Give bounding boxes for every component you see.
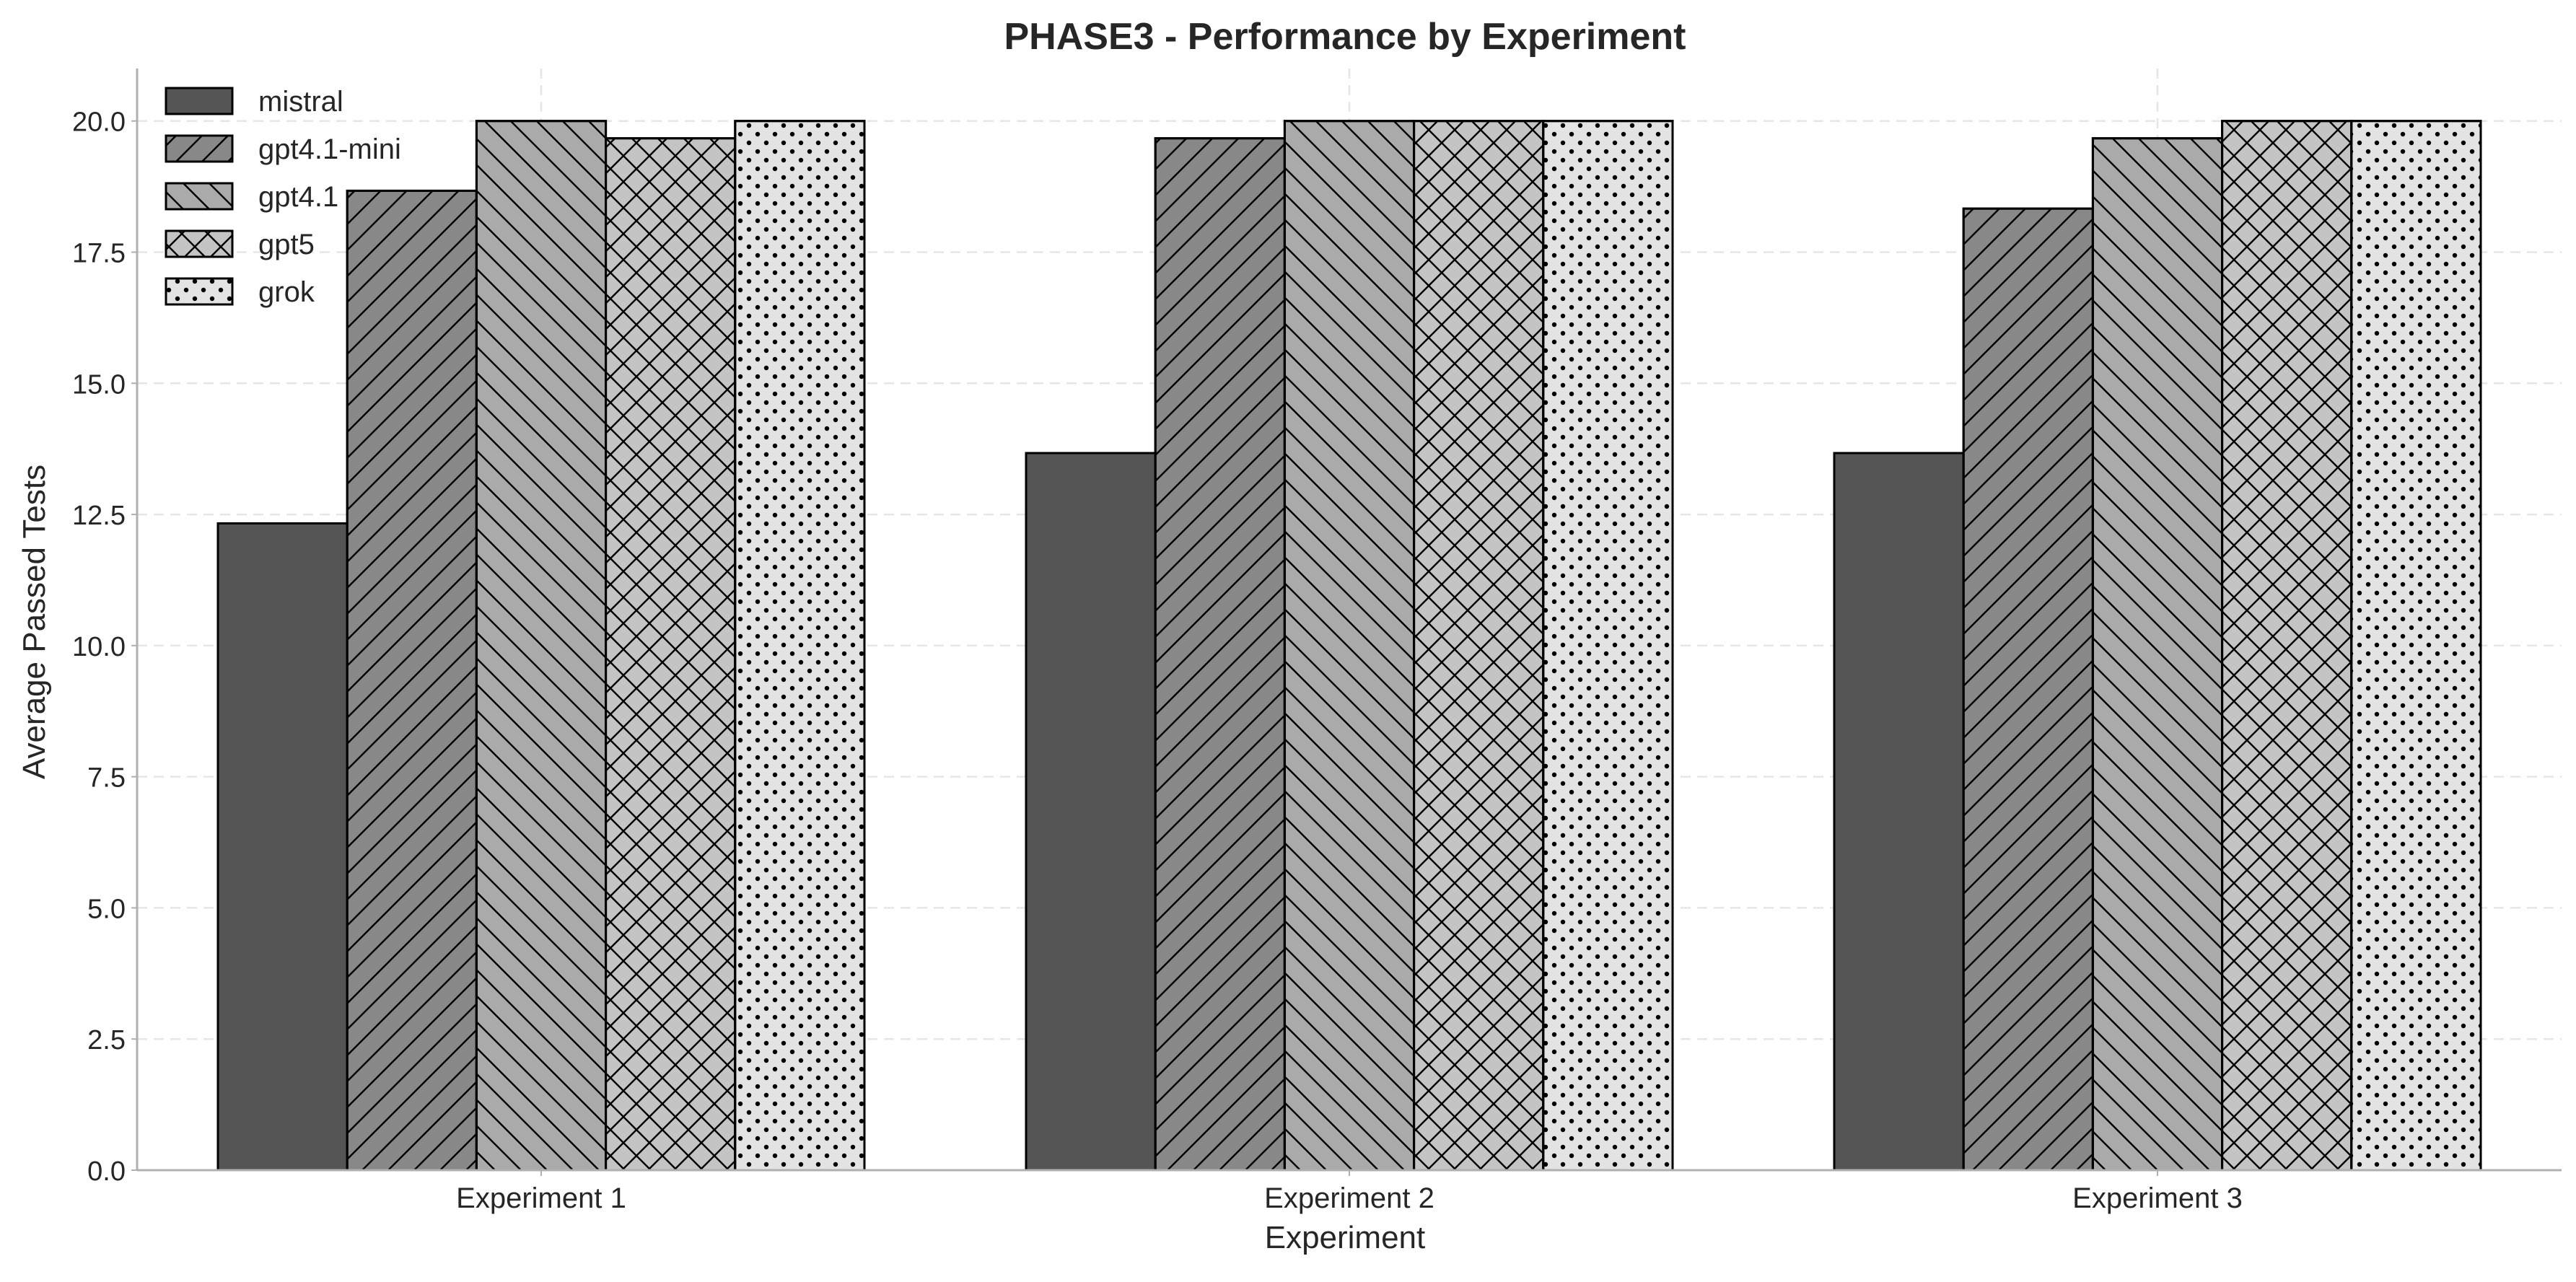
bar-hatch xyxy=(734,120,866,1172)
y-tick-label: 10.0 xyxy=(72,632,126,662)
x-tick-label: Experiment 3 xyxy=(2072,1182,2243,1214)
bar-mistral-3 xyxy=(1833,452,1965,1172)
legend-swatch-hatch xyxy=(165,277,234,306)
legend-label: gpt4.1 xyxy=(258,181,338,213)
y-tick-label: 0.0 xyxy=(87,1156,126,1187)
y-tick-label: 7.5 xyxy=(87,763,126,794)
bar-hatch xyxy=(2091,137,2224,1172)
legend-swatch-hatch xyxy=(165,134,234,163)
bar-hatch xyxy=(1962,207,2094,1172)
legend-swatch-hatch xyxy=(165,229,234,258)
bar-mistral-1 xyxy=(216,522,349,1172)
x-axis-label: Experiment xyxy=(1265,1220,1426,1255)
bar-hatch xyxy=(346,189,478,1172)
bar-hatch xyxy=(1542,120,1674,1172)
x-tick-labels: Experiment 1 Experiment 2 Experiment 3 xyxy=(456,1182,2243,1214)
bar-hatch xyxy=(2221,120,2353,1172)
legend: mistral gpt4.1-mini gpt4.1 gpt5 grok xyxy=(165,86,401,308)
bar-mistral-2 xyxy=(1025,452,1157,1172)
bar-hatch xyxy=(1283,120,1416,1172)
bar-hatch xyxy=(1154,137,1286,1172)
chart-title: PHASE3 - Performance by Experiment xyxy=(1004,16,1686,58)
bar-hatch xyxy=(605,137,737,1172)
y-tick-label: 5.0 xyxy=(87,894,126,924)
x-tick-label: Experiment 2 xyxy=(1264,1182,1434,1214)
bar-hatch xyxy=(475,120,608,1172)
y-tick-labels: 0.0 2.5 5.0 7.5 10.0 12.5 15.0 17.5 20.0 xyxy=(72,107,126,1187)
legend-label: gpt5 xyxy=(258,229,315,260)
y-tick-label: 2.5 xyxy=(87,1025,126,1055)
legend-label: grok xyxy=(258,276,315,308)
axes xyxy=(131,69,2562,1176)
legend-label: gpt4.1-mini xyxy=(258,133,401,165)
y-tick-label: 12.5 xyxy=(72,501,126,531)
bar-hatch xyxy=(1413,120,1545,1172)
y-tick-label: 15.0 xyxy=(72,369,126,400)
legend-swatch xyxy=(165,87,234,115)
y-tick-label: 17.5 xyxy=(72,239,126,269)
x-tick-label: Experiment 1 xyxy=(456,1182,626,1214)
legend-label: mistral xyxy=(258,86,343,118)
bars xyxy=(216,120,2482,1172)
legend-swatch-hatch xyxy=(165,182,234,211)
y-axis-label: Average Passed Tests xyxy=(17,465,52,779)
bar-hatch xyxy=(2350,120,2482,1172)
y-tick-label: 20.0 xyxy=(72,107,126,138)
